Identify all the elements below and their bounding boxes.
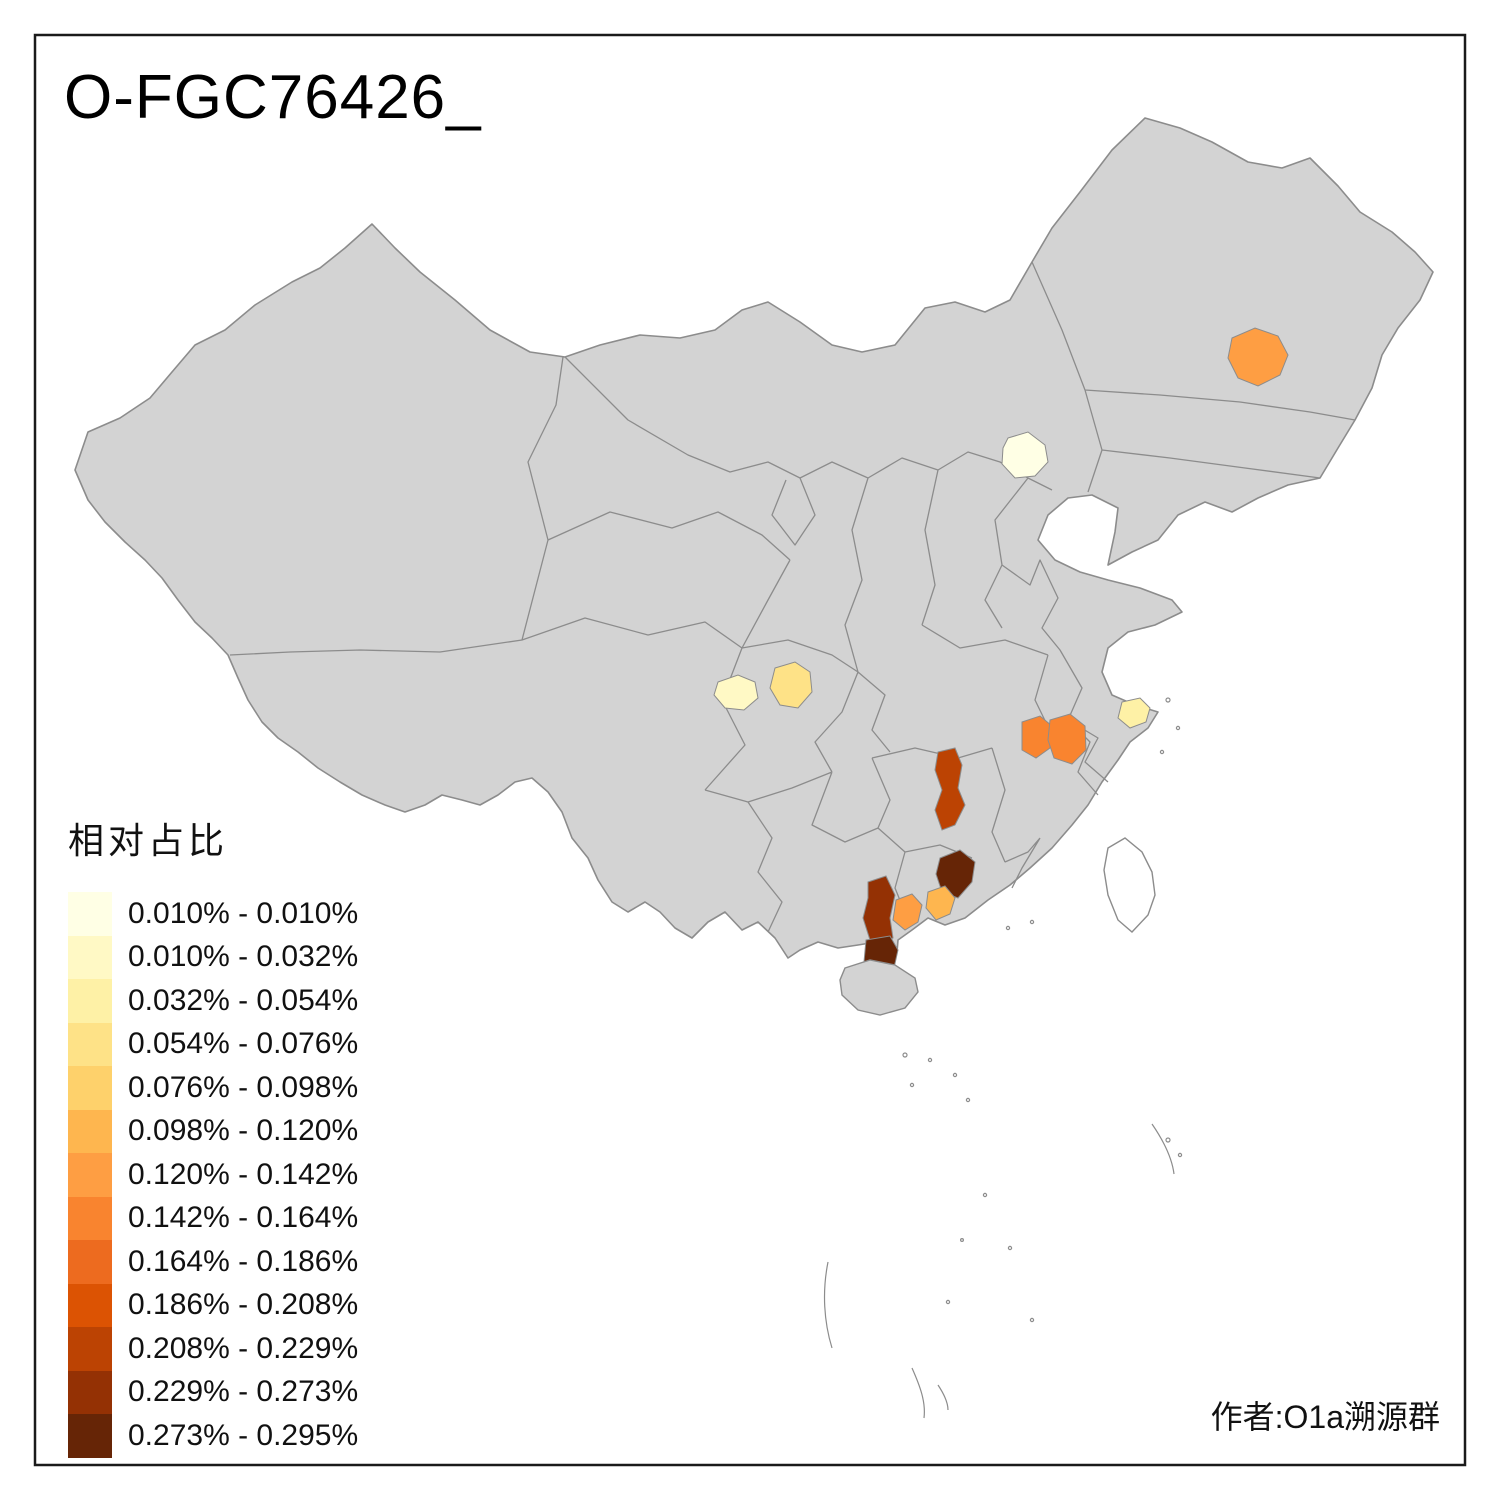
attribution: 作者:O1a溯源群 [1210,1399,1440,1435]
hainan-island [839,959,919,1016]
legend-label: 0.032% - 0.054% [128,983,359,1017]
highlight-region-hunan [934,747,966,831]
legend-label: 0.142% - 0.164% [128,1201,359,1235]
legend-swatch [68,1283,112,1327]
highlight-region-guangdong-central [925,885,956,921]
highlight-region-chengdu [713,674,759,711]
province-borders [229,261,1356,933]
highlight-region-sichuan-east [769,661,813,709]
highlight-region-jiangxi [1047,713,1087,765]
legend-label: 0.273% - 0.295% [128,1418,359,1452]
legend-swatch [68,935,112,979]
legend-items: 0.010% - 0.010% 0.010% - 0.032% 0.032% -… [68,892,358,1458]
legend-label: 0.229% - 0.273% [128,1375,359,1409]
legend: 相对占比 0.010% - 0.010% 0.010% - 0.032% 0.0… [68,812,358,1458]
legend-swatch [68,1022,112,1066]
highlight-region-beijing [1001,431,1049,479]
legend-item: 0.186% - 0.208% [68,1283,359,1327]
legend-item: 0.076% - 0.098% [68,1066,358,1110]
legend-item: 0.164% - 0.186% [68,1240,358,1284]
highlight-region-guangdong-northeast [935,849,976,899]
legend-swatch [68,892,112,936]
legend-label: 0.054% - 0.076% [128,1027,359,1061]
legend-swatch [68,1240,112,1284]
legend-label: 0.208% - 0.229% [128,1331,359,1365]
legend-label: 0.120% - 0.142% [128,1157,359,1191]
highlight-region-anhui [1021,715,1053,759]
legend-swatch [68,979,112,1023]
nine-dash-line-segments [823,1123,1175,1419]
legend-label: 0.098% - 0.120% [128,1114,359,1148]
legend-item: 0.229% - 0.273% [68,1370,359,1414]
sea-islands [902,697,1183,1323]
legend-label: 0.010% - 0.032% [128,940,359,974]
legend-item: 0.120% - 0.142% [68,1153,358,1197]
legend-item: 0.010% - 0.010% [68,892,358,936]
legend-item: 0.032% - 0.054% [68,979,358,1023]
legend-label: 0.164% - 0.186% [128,1244,359,1278]
highlight-region-northeast [1227,327,1289,387]
legend-item: 0.098% - 0.120% [68,1109,359,1153]
legend-swatch [68,1109,112,1153]
legend-label: 0.186% - 0.208% [128,1288,359,1322]
legend-label: 0.010% - 0.010% [128,896,359,930]
legend-swatch [68,1196,112,1240]
plot-title: O-FGC76426_ [64,63,482,132]
legend-swatch [68,1327,112,1371]
highlight-region-guangdong-central-west [892,893,923,931]
legend-title: 相对占比 [68,820,229,861]
legend-swatch [68,1153,112,1197]
taiwan-island [1103,837,1156,933]
legend-swatch [68,1370,112,1414]
legend-label: 0.076% - 0.098% [128,1070,359,1104]
frame-border [33,33,1467,1467]
legend-item: 0.054% - 0.076% [68,1022,359,1066]
legend-item: 0.208% - 0.229% [68,1327,358,1371]
highlight-region-shanghai [1117,697,1151,729]
legend-item: 0.142% - 0.164% [68,1196,359,1240]
legend-item: 0.010% - 0.032% [68,935,359,979]
mainland-china [74,117,1434,963]
legend-swatch [68,1066,112,1110]
legend-item: 0.273% - 0.295% [68,1414,358,1458]
highlight-region-guangxi-east [862,875,896,943]
legend-swatch [68,1414,112,1458]
